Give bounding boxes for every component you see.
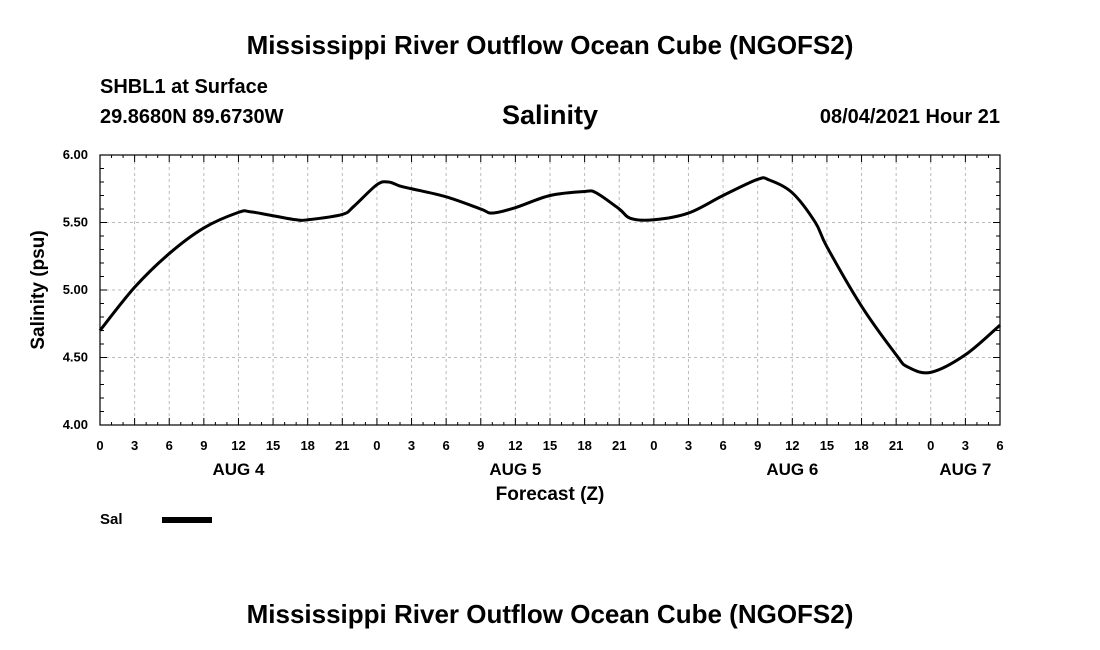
x-tick-label: 9: [477, 438, 484, 453]
x-tick-label: 0: [927, 438, 934, 453]
x-axis-title: Forecast (Z): [496, 484, 605, 505]
label-layer: 4.00 4.50 5.00 5.50 6.00 0 3 6 9 12 15 18 21 0 3 6 9 12 15…: [28, 147, 1004, 505]
x-tick-label: 18: [854, 438, 868, 453]
y-tick-label: 5.50: [63, 215, 88, 230]
day-label: AUG 6: [766, 460, 818, 479]
x-tick-label: 15: [266, 438, 280, 453]
y-tick-label: 5.00: [63, 282, 88, 297]
axis-layer: [99, 154, 1001, 426]
legend-label: Sal: [100, 511, 123, 528]
x-tick-label: 18: [300, 438, 314, 453]
x-tick-label: 3: [131, 438, 138, 453]
x-tick-label: 6: [996, 438, 1003, 453]
x-tick-label: 3: [685, 438, 692, 453]
x-tick-label: 9: [200, 438, 207, 453]
x-tick-label: 6: [166, 438, 173, 453]
x-tick-label: 3: [962, 438, 969, 453]
x-tick-label: 21: [335, 438, 349, 453]
day-label: AUG 5: [489, 460, 541, 479]
chart-title: Salinity: [501, 100, 599, 130]
station-label: SHBL1 at Surface: [100, 76, 268, 98]
day-label: AUG 4: [212, 460, 265, 479]
day-label: AUG 7: [939, 460, 991, 479]
x-tick-label: 15: [543, 438, 557, 453]
x-tick-label: 15: [820, 438, 834, 453]
x-tick-label: 9: [754, 438, 761, 453]
x-tick-label: 12: [231, 438, 245, 453]
footer-title: Mississippi River Outflow Ocean Cube (NG…: [246, 599, 854, 629]
y-tick-label: 4.50: [63, 350, 88, 365]
x-tick-label: 6: [719, 438, 726, 453]
legend: Sal: [100, 511, 212, 528]
plot-frame: [99, 154, 1001, 426]
x-tick-label: 6: [443, 438, 450, 453]
x-tick-label: 0: [96, 438, 103, 453]
y-tick-label: 6.00: [63, 147, 88, 162]
x-tick-label: 18: [577, 438, 591, 453]
x-tick-label: 0: [373, 438, 380, 453]
x-tick-label: 12: [508, 438, 522, 453]
x-tick-label: 0: [650, 438, 657, 453]
x-tick-label: 12: [785, 438, 799, 453]
forecast-timestamp: 08/04/2021 Hour 21: [819, 106, 1000, 128]
y-axis-title: Salinity (psu): [28, 230, 49, 349]
x-tick-label: 21: [889, 438, 903, 453]
y-tick-label: 4.00: [63, 417, 88, 432]
x-tick-label: 21: [612, 438, 626, 453]
series-layer: [98, 176, 1001, 375]
station-coordinates: 29.8680N 89.6730W: [100, 106, 284, 128]
main-title: Mississippi River Outflow Ocean Cube (NG…: [246, 30, 854, 60]
series-line-sal: [98, 176, 1001, 375]
x-tick-label: 3: [408, 438, 415, 453]
